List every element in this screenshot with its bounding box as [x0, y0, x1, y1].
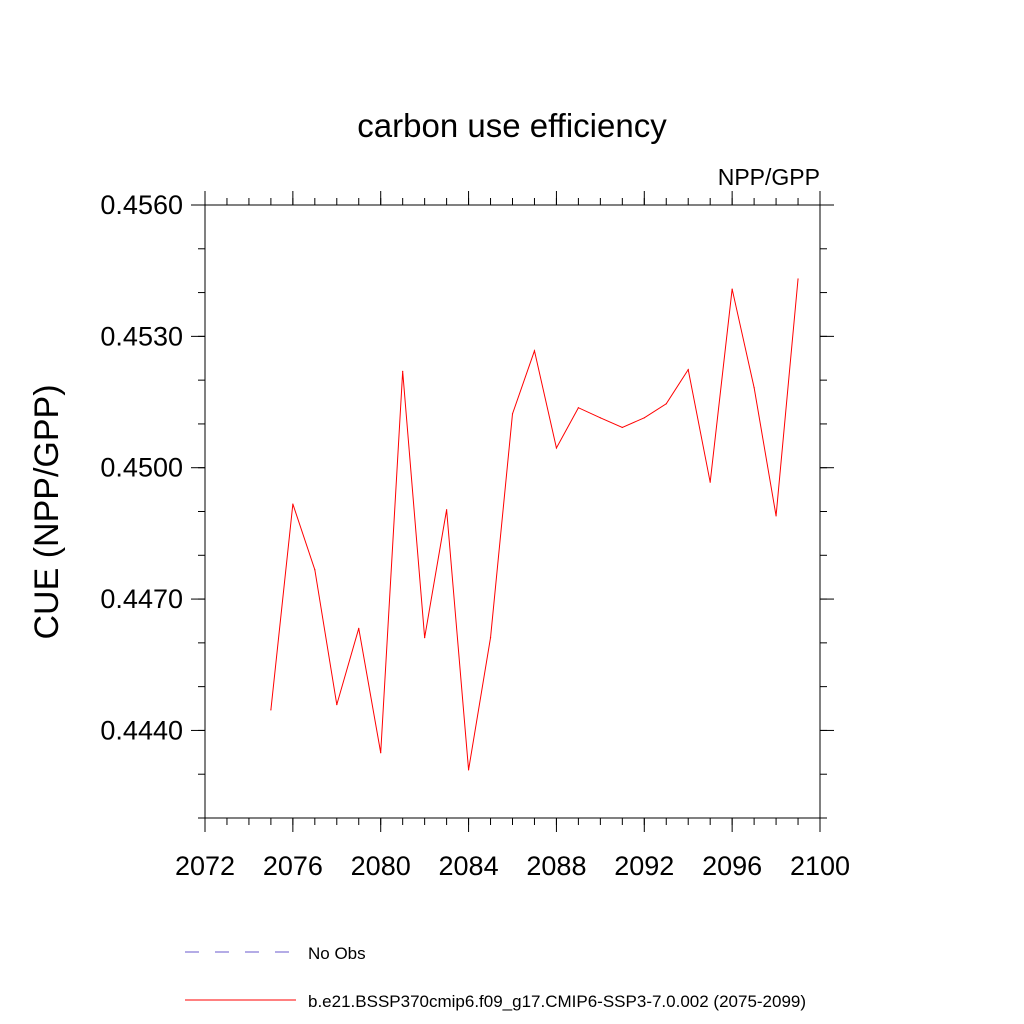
data-point: [621, 426, 623, 429]
x-tick-label: 2080: [351, 851, 411, 881]
y-tick-label: 0.4530: [100, 321, 183, 351]
data-point: [753, 386, 755, 389]
data-point: [577, 407, 579, 409]
y-tick-label: 0.4470: [100, 584, 183, 614]
x-tick-label: 2084: [439, 851, 499, 881]
y-tick-label: 0.4440: [100, 715, 183, 745]
data-point: [402, 370, 404, 372]
data-point: [533, 350, 536, 352]
data-point: [797, 278, 799, 280]
plot-frame: [204, 204, 821, 819]
data-point: [292, 503, 294, 505]
major-ticks: [191, 191, 834, 832]
data-point: [358, 627, 360, 630]
x-tick-label: 2088: [526, 851, 586, 881]
y-tick-label: 0.4500: [100, 453, 183, 483]
legend-label-model: b.e21.BSSP370cmip6.f09_g17.CMIP6-SSP3-7.…: [308, 992, 806, 1011]
series-layer: [270, 278, 799, 771]
legend: No Obs b.e21.BSSP370cmip6.f09_g17.CMIP6-…: [185, 944, 806, 1011]
x-tick-label: 2100: [790, 851, 850, 881]
data-point: [687, 369, 689, 371]
data-point: [424, 637, 426, 639]
data-point: [731, 288, 733, 290]
series-line: [270, 278, 799, 770]
data-point: [270, 709, 272, 711]
y-axis-label: CUE (NPP/GPP): [28, 384, 66, 639]
data-point: [511, 413, 514, 415]
data-point: [775, 515, 777, 517]
data-point: [709, 481, 711, 483]
data-point: [643, 417, 645, 419]
data-point: [380, 752, 382, 754]
x-tick-label: 2076: [263, 851, 323, 881]
data-point: [446, 509, 448, 511]
chart-subtitle-right: NPP/GPP: [718, 164, 820, 190]
data-point: [665, 403, 667, 405]
data-point: [314, 569, 316, 571]
x-tick-label: 2072: [175, 851, 235, 881]
y-tick-label: 0.4560: [100, 190, 183, 220]
data-point: [599, 417, 601, 419]
chart-title: carbon use efficiency: [357, 107, 667, 144]
data-point: [336, 704, 338, 706]
x-tick-label: 2096: [702, 851, 762, 881]
legend-label-no-obs: No Obs: [308, 944, 366, 963]
data-point: [489, 637, 492, 639]
data-point: [555, 447, 558, 449]
data-point: [467, 769, 470, 771]
x-tick-label: 2092: [614, 851, 674, 881]
tick-labels: 0.4440 0.4470 0.4500 0.4530 0.4560 2072 2076 20…: [100, 190, 850, 881]
